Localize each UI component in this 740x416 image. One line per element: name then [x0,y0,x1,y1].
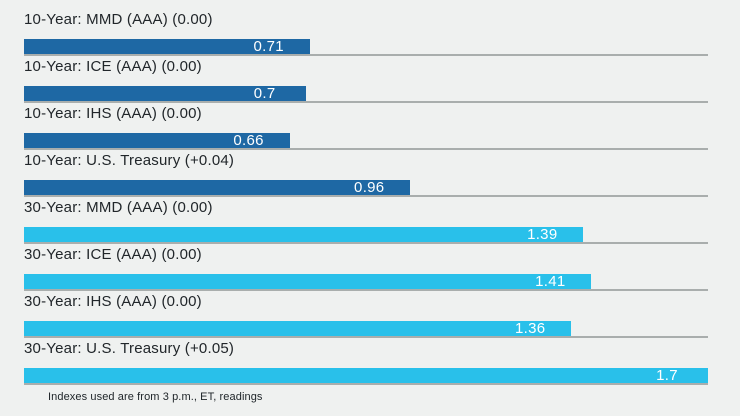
bar-value-label: 0.7 [253,85,276,102]
bar-track: 1.41 [24,273,708,291]
bar: 1.36 [24,320,572,337]
row-baseline [24,289,708,291]
bar: 0.96 [24,179,411,196]
bar: 0.7 [24,85,306,102]
row-baseline [24,242,708,244]
bar-category-label: 10-Year: MMD (AAA) (0.00) [24,11,213,28]
row-baseline [24,101,708,103]
chart-footnote: Indexes used are from 3 p.m., ET, readin… [48,391,263,403]
chart-row: 30-Year: ICE (AAA) (0.00) 1.41 [24,245,740,292]
chart-row: 10-Year: ICE (AAA) (0.00) 0.7 [24,57,740,104]
bar-category-label: 10-Year: ICE (AAA) (0.00) [24,58,202,75]
chart-row: 30-Year: MMD (AAA) (0.00) 1.39 [24,198,740,245]
yield-bar-chart: 10-Year: MMD (AAA) (0.00) 0.71 10-Year: … [24,10,740,403]
bar-category-label: 30-Year: U.S. Treasury (+0.05) [24,340,235,357]
bar: 0.66 [24,132,290,149]
row-baseline [24,336,708,338]
bar-category-label: 30-Year: IHS (AAA) (0.00) [24,293,202,310]
bar-category-label: 10-Year: IHS (AAA) (0.00) [24,105,202,122]
bar-value-label: 1.41 [535,273,566,290]
bar-category-label: 10-Year: U.S. Treasury (+0.04) [24,152,235,169]
bar-value-label: 0.66 [233,132,264,149]
bar-category-label: 30-Year: ICE (AAA) (0.00) [24,246,202,263]
chart-rows: 10-Year: MMD (AAA) (0.00) 0.71 10-Year: … [24,10,740,386]
bar-track: 1.7 [24,367,708,385]
bar-track: 1.39 [24,226,708,244]
bar-track: 0.66 [24,132,708,150]
bar-value-label: 0.71 [253,38,284,55]
chart-row: 30-Year: IHS (AAA) (0.00) 1.36 [24,292,740,339]
bar: 0.71 [24,38,310,55]
row-baseline [24,195,708,197]
bar: 1.7 [24,367,708,384]
bar-track: 0.71 [24,38,708,56]
chart-row: 10-Year: MMD (AAA) (0.00) 0.71 [24,10,740,57]
bar-value-label: 1.39 [527,226,558,243]
row-baseline [24,148,708,150]
bar: 1.41 [24,273,592,290]
bar-value-label: 0.96 [354,179,385,196]
chart-row: 10-Year: U.S. Treasury (+0.04) 0.96 [24,151,740,198]
bar-category-label: 30-Year: MMD (AAA) (0.00) [24,199,213,216]
bar-value-label: 1.7 [656,367,678,384]
bar: 1.39 [24,226,584,243]
row-baseline [24,383,708,385]
bar-track: 0.96 [24,179,708,197]
row-baseline [24,54,708,56]
chart-row: 10-Year: IHS (AAA) (0.00) 0.66 [24,104,740,151]
bar-value-label: 1.36 [514,320,546,337]
bar-track: 1.36 [24,320,708,338]
bar-track: 0.7 [24,85,708,103]
chart-row: 30-Year: U.S. Treasury (+0.05) 1.7 [24,339,740,386]
